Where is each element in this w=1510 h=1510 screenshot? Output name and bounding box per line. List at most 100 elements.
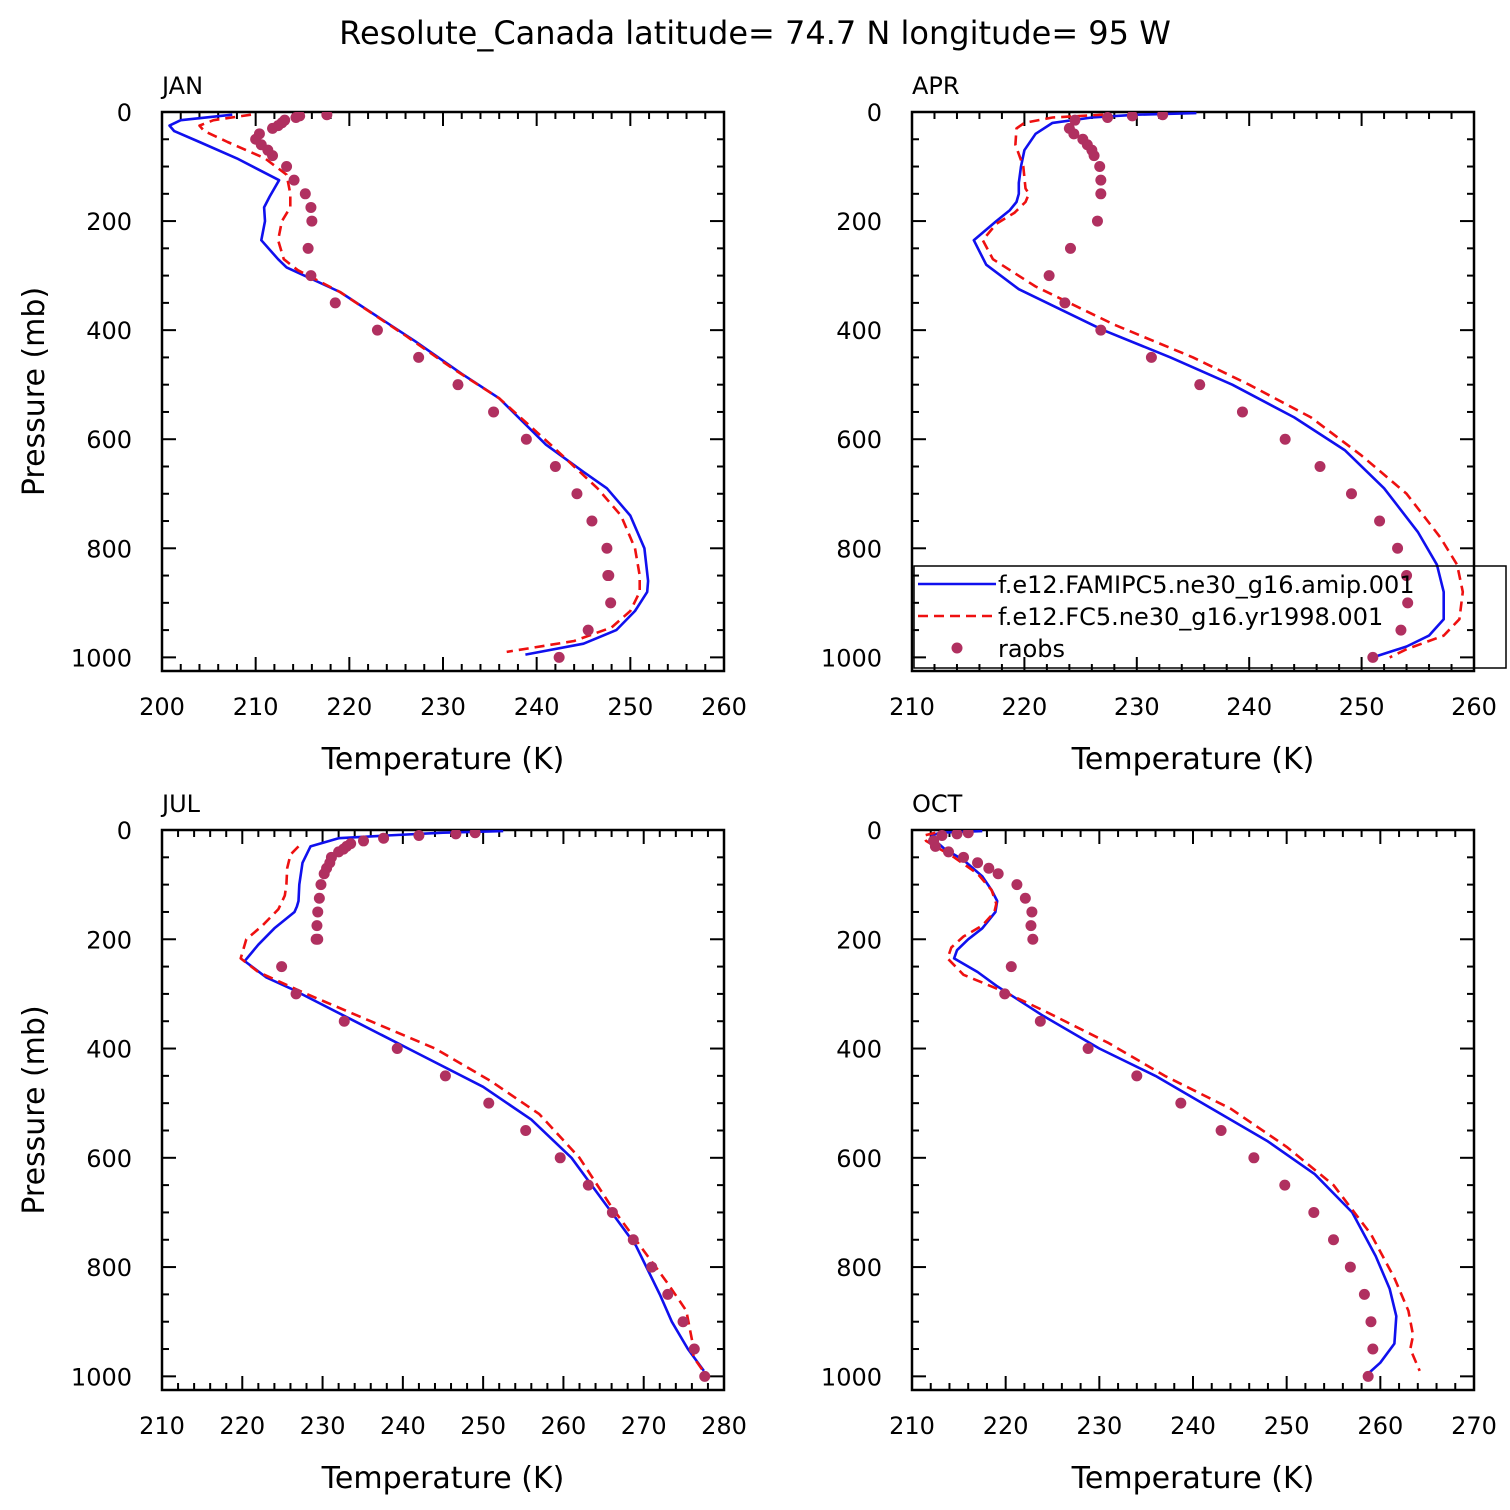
- x-tick-label: 210: [139, 1412, 185, 1440]
- raobs-point: [1043, 270, 1055, 282]
- raobs-point: [520, 1124, 532, 1136]
- y-tick-label: 1000: [71, 644, 132, 672]
- y-tick-label: 400: [86, 317, 132, 345]
- raobs-point: [1314, 460, 1326, 472]
- raobs-point: [1175, 1097, 1187, 1109]
- raobs-point: [936, 830, 948, 841]
- x-tick-label: 230: [1076, 1412, 1122, 1440]
- raobs-point: [338, 1015, 350, 1027]
- x-axis-label: Temperature (K): [1071, 742, 1315, 777]
- y-tick-label: 800: [836, 1254, 882, 1282]
- legend: f.e12.FAMIPC5.ne30_g16.amip.001 f.e12.FC5…: [913, 565, 1507, 669]
- legend-label: raobs: [998, 635, 1065, 663]
- x-tick-label: 260: [701, 693, 747, 721]
- raobs-point: [299, 188, 311, 200]
- raobs-point: [1095, 174, 1107, 186]
- series-fc5-line: [922, 831, 1421, 1372]
- y-tick-label: 0: [867, 817, 882, 845]
- raobs-point: [1102, 112, 1114, 123]
- y-tick-label: 800: [86, 535, 132, 563]
- raobs-point: [1392, 542, 1404, 554]
- y-tick-label: 1000: [821, 1363, 882, 1391]
- raobs-point: [281, 161, 293, 173]
- x-tick-label: 250: [1264, 1412, 1310, 1440]
- raobs-point: [329, 297, 341, 309]
- raobs-point: [267, 122, 279, 134]
- raobs-point: [1157, 112, 1169, 121]
- x-tick-label: 270: [621, 1412, 667, 1440]
- legend-box: [913, 565, 1507, 669]
- series-fc5-line: [981, 113, 1465, 659]
- legend-label: f.e12.FC5.ne30_g16.yr1998.001: [998, 603, 1383, 631]
- raobs-point: [311, 920, 323, 932]
- y-tick-label: 200: [836, 926, 882, 954]
- raobs-point: [1064, 242, 1076, 254]
- x-tick-label: 210: [233, 693, 279, 721]
- y-tick-label: 200: [86, 926, 132, 954]
- raobs-point: [290, 988, 302, 1000]
- x-tick-label: 240: [1226, 693, 1272, 721]
- legend-marker-raobs: [951, 642, 963, 654]
- x-axis-label: Temperature (K): [1071, 1461, 1315, 1496]
- raobs-point: [439, 1070, 451, 1082]
- panels-group: JAN 200 210 220 230 240 250 260 0 200 400 600 800 100…: [17, 72, 1507, 1496]
- raobs-point: [1005, 961, 1017, 973]
- raobs-point: [1069, 114, 1081, 126]
- raobs-point: [378, 832, 390, 844]
- raobs-point: [315, 879, 327, 891]
- series-fc5-line: [198, 113, 642, 654]
- plot-area: [239, 830, 711, 1382]
- raobs-point: [318, 868, 330, 880]
- raobs-point: [677, 1316, 689, 1328]
- raobs-point: [371, 324, 383, 336]
- panel-label: OCT: [912, 790, 963, 818]
- raobs-point: [1059, 297, 1071, 309]
- y-tick-label: 800: [86, 1254, 132, 1282]
- y-tick-label: 0: [867, 99, 882, 127]
- series-fc5-line: [239, 845, 705, 1372]
- raobs-point: [1145, 351, 1157, 363]
- raobs-point: [520, 433, 532, 445]
- raobs-point: [601, 542, 613, 554]
- raobs-point: [1367, 1343, 1379, 1355]
- y-tick-label: 400: [86, 1036, 132, 1064]
- y-tick-label: 200: [86, 208, 132, 236]
- raobs-point: [1362, 1370, 1374, 1382]
- x-tick-label: 250: [1339, 693, 1385, 721]
- raobs-point: [549, 460, 561, 472]
- raobs-point: [1194, 379, 1206, 391]
- raobs-point: [1402, 597, 1414, 609]
- raobs-point: [1279, 1179, 1291, 1191]
- x-tick-label: 230: [300, 1412, 346, 1440]
- y-tick-label: 600: [86, 1145, 132, 1173]
- panel-oct: OCT 210 220 230 240 250 260 270 0 200 400 600 800 100…: [821, 790, 1497, 1496]
- panel-label: APR: [912, 72, 960, 100]
- raobs-point: [1401, 570, 1413, 582]
- series-famipc5-line: [930, 830, 1398, 1375]
- y-tick-label: 600: [836, 1145, 882, 1173]
- raobs-point: [288, 174, 300, 186]
- y-tick-label: 200: [836, 208, 882, 236]
- raobs-point: [391, 1043, 403, 1055]
- raobs-point: [483, 1097, 495, 1109]
- raobs-point: [469, 830, 481, 839]
- raobs-point: [312, 933, 324, 945]
- figure-title: Resolute_Canada latitude= 74.7 N longitu…: [339, 14, 1171, 52]
- x-tick-label: 240: [514, 693, 560, 721]
- raobs-point: [267, 150, 279, 162]
- x-tick-label: 280: [701, 1412, 747, 1440]
- raobs-point: [1011, 879, 1023, 891]
- raobs-point: [602, 570, 614, 582]
- raobs-point: [582, 1179, 594, 1191]
- raobs-point: [646, 1261, 658, 1273]
- raobs-point: [305, 270, 317, 282]
- x-tick-label: 220: [1001, 693, 1047, 721]
- raobs-point: [662, 1288, 674, 1300]
- raobs-point: [488, 406, 500, 418]
- raobs-point: [1248, 1152, 1260, 1164]
- raobs-point: [972, 857, 984, 869]
- raobs-point: [450, 830, 462, 840]
- raobs-point: [1308, 1206, 1320, 1218]
- raobs-point: [1088, 150, 1100, 162]
- raobs-point: [586, 515, 598, 527]
